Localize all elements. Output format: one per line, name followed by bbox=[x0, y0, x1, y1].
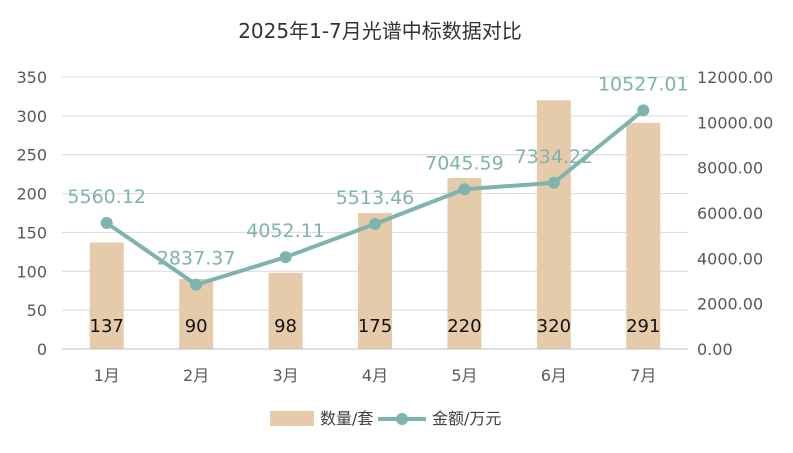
bar-value-label: 137 bbox=[90, 316, 124, 337]
line-value-label: 10527.01 bbox=[598, 73, 689, 95]
bar bbox=[447, 178, 482, 349]
line-value-label: 2837.37 bbox=[157, 248, 236, 270]
bar bbox=[179, 279, 214, 349]
x-tick-label: 1月 bbox=[94, 366, 120, 385]
y-left-tick-label: 0 bbox=[37, 340, 47, 359]
bar-value-label: 175 bbox=[358, 316, 392, 337]
y-right-tick-label: 4000.00 bbox=[697, 249, 763, 268]
line-point bbox=[369, 218, 381, 231]
bar-data-labels: 137 90 98 175 220 320 291 bbox=[90, 316, 661, 337]
line-data-labels: 5560.12 2837.37 4052.11 5513.46 7045.59 7334.… bbox=[67, 73, 688, 269]
line-value-label: 7045.59 bbox=[425, 152, 504, 174]
line-point bbox=[100, 216, 113, 229]
line-value-label: 5513.46 bbox=[336, 187, 415, 209]
bar bbox=[358, 213, 392, 349]
y-left-tick-label: 150 bbox=[16, 223, 47, 242]
y-left-tick-label: 50 bbox=[27, 301, 47, 320]
y-left-tick-label: 350 bbox=[16, 68, 47, 87]
y-right-tick-label: 12000.00 bbox=[697, 68, 773, 87]
bar-value-label: 90 bbox=[185, 316, 208, 337]
line-point bbox=[458, 183, 471, 196]
legend-label-bar: 数量/套 bbox=[320, 409, 373, 428]
legend-marker-line bbox=[396, 413, 408, 425]
x-tick-label: 2月 bbox=[183, 366, 209, 385]
y-right-tick-label: 10000.00 bbox=[697, 113, 773, 132]
x-tick-label: 3月 bbox=[272, 366, 298, 385]
line-point bbox=[190, 278, 203, 291]
bar-value-label: 291 bbox=[626, 316, 660, 337]
line-point bbox=[279, 251, 292, 264]
legend: 数量/套 金额/万元 bbox=[270, 409, 501, 428]
bar-value-label: 98 bbox=[274, 316, 297, 337]
bar bbox=[626, 122, 661, 349]
y-right-tick-label: 0.00 bbox=[697, 340, 733, 359]
bar bbox=[536, 100, 571, 349]
y-left-tick-label: 100 bbox=[16, 262, 47, 281]
bar bbox=[268, 272, 303, 349]
line-point bbox=[547, 176, 560, 189]
legend-swatch-bar bbox=[270, 411, 314, 426]
y-right-tick-label: 2000.00 bbox=[697, 295, 763, 314]
bar-series bbox=[89, 100, 661, 349]
right-axis: 0.00 2000.00 4000.00 6000.00 8000.00 10000.00… bbox=[697, 68, 773, 359]
line-value-label: 4052.11 bbox=[246, 220, 325, 242]
y-left-tick-label: 250 bbox=[16, 146, 47, 165]
line-value-label: 5560.12 bbox=[67, 186, 146, 208]
y-left-tick-label: 200 bbox=[16, 185, 47, 204]
legend-label-line: 金额/万元 bbox=[432, 409, 501, 428]
chart-title: 2025年1-7月光谱中标数据对比 bbox=[238, 19, 522, 43]
y-right-tick-label: 6000.00 bbox=[697, 204, 763, 223]
x-tick-label: 5月 bbox=[451, 366, 477, 385]
line-point bbox=[637, 104, 650, 117]
x-tick-label: 6月 bbox=[541, 366, 567, 385]
y-right-tick-label: 8000.00 bbox=[697, 159, 763, 178]
x-tick-label: 4月 bbox=[362, 366, 388, 385]
bar bbox=[89, 242, 124, 349]
x-axis: 1月 2月 3月 4月 5月 6月 7月 bbox=[62, 348, 688, 385]
line-series bbox=[100, 104, 650, 291]
bar-value-label: 320 bbox=[537, 316, 571, 337]
bar-value-label: 220 bbox=[447, 316, 481, 337]
x-tick-label: 7月 bbox=[630, 366, 656, 385]
y-left-tick-label: 300 bbox=[16, 107, 47, 126]
line-value-label: 7334.22 bbox=[515, 146, 594, 168]
left-axis: 0 50 100 150 200 250 300 350 bbox=[16, 68, 47, 359]
